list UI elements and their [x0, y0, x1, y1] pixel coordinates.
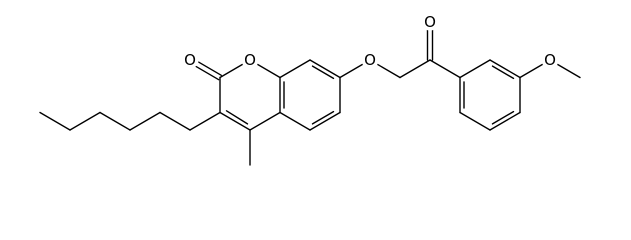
bond [279, 111, 311, 131]
bond [190, 57, 223, 77]
bond [399, 59, 431, 79]
bond [219, 59, 251, 79]
bond [249, 59, 281, 79]
atom-label: O [244, 51, 256, 69]
bond [309, 111, 341, 131]
bond [429, 59, 461, 79]
bond [459, 59, 491, 79]
atom-label: O [424, 13, 436, 31]
bond [311, 110, 335, 125]
bond [225, 110, 249, 125]
bonds [39, 24, 581, 166]
bond [311, 65, 335, 80]
bond [519, 59, 551, 79]
bond [309, 59, 341, 79]
atom-label: O [544, 51, 556, 69]
bond [549, 59, 581, 79]
atom-label: O [184, 51, 196, 69]
bond [369, 59, 401, 79]
bond [489, 59, 521, 79]
bond [159, 111, 191, 131]
bond [219, 111, 251, 131]
bond [189, 111, 221, 131]
bond [129, 111, 161, 131]
bond [69, 111, 101, 131]
bond [279, 59, 311, 79]
atom-labels: O O O O O [181, 10, 560, 73]
bond [339, 59, 371, 79]
molecule-diagram: O O O O O [39, 10, 581, 166]
bond [249, 111, 281, 131]
bond [187, 61, 220, 81]
bond [39, 111, 71, 131]
bond [491, 110, 515, 125]
bond [491, 65, 515, 80]
bond [489, 111, 521, 131]
atom-label: O [364, 51, 376, 69]
bond [459, 111, 491, 131]
bond [99, 111, 131, 131]
